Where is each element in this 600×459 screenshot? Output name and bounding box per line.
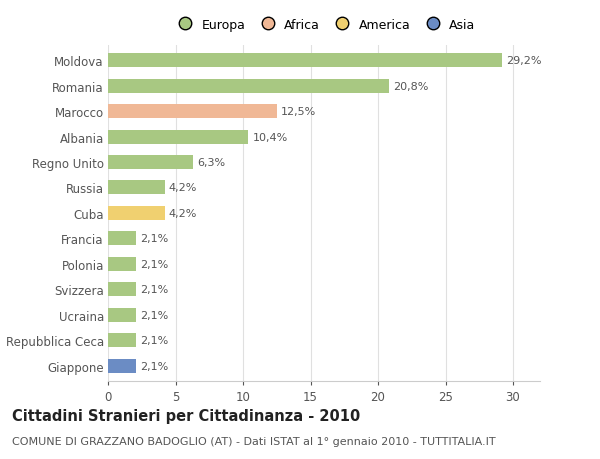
Text: 10,4%: 10,4% [253, 132, 288, 142]
Bar [108, 359, 136, 373]
Legend: Europa, Africa, America, Asia: Europa, Africa, America, Asia [167, 14, 481, 37]
Bar [108, 181, 164, 195]
Bar [108, 130, 248, 144]
Text: 2,1%: 2,1% [140, 336, 169, 345]
Text: 2,1%: 2,1% [140, 234, 169, 244]
Bar [108, 156, 193, 170]
Text: COMUNE DI GRAZZANO BADOGLIO (AT) - Dati ISTAT al 1° gennaio 2010 - TUTTITALIA.IT: COMUNE DI GRAZZANO BADOGLIO (AT) - Dati … [12, 436, 496, 446]
Text: 29,2%: 29,2% [506, 56, 542, 66]
Bar [108, 308, 136, 322]
Text: 4,2%: 4,2% [169, 208, 197, 218]
Bar [108, 207, 164, 220]
Bar [108, 54, 502, 68]
Text: 6,3%: 6,3% [197, 158, 225, 168]
Bar [108, 333, 136, 347]
Text: 2,1%: 2,1% [140, 285, 169, 295]
Bar [108, 283, 136, 297]
Text: 2,1%: 2,1% [140, 259, 169, 269]
Bar [108, 79, 389, 94]
Bar [108, 232, 136, 246]
Text: 2,1%: 2,1% [140, 361, 169, 371]
Text: 12,5%: 12,5% [281, 107, 316, 117]
Text: 20,8%: 20,8% [393, 82, 428, 91]
Bar [108, 105, 277, 119]
Text: Cittadini Stranieri per Cittadinanza - 2010: Cittadini Stranieri per Cittadinanza - 2… [12, 409, 360, 424]
Text: 4,2%: 4,2% [169, 183, 197, 193]
Text: 2,1%: 2,1% [140, 310, 169, 320]
Bar [108, 257, 136, 271]
